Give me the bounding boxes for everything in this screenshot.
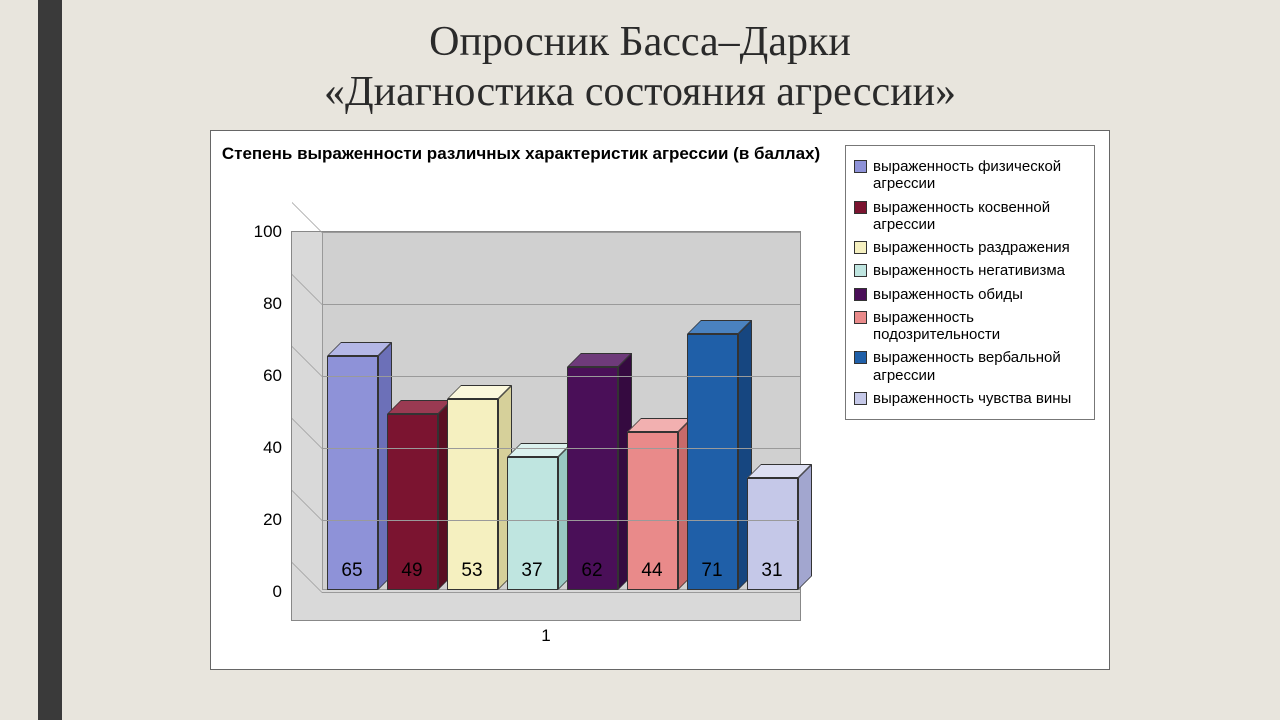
legend-item: выраженность физической агрессии: [854, 158, 1086, 193]
chart-bar: 65: [327, 356, 378, 590]
chart-gridline: [322, 592, 800, 593]
legend-swatch: [854, 241, 867, 254]
legend-item: выраженность подозрительности: [854, 309, 1086, 344]
chart-bars-container: 65 49 53 37 62 44 71 31: [322, 232, 800, 590]
legend-label: выраженность вербальной агрессии: [873, 349, 1086, 384]
chart-gridline-side: [292, 202, 322, 233]
chart-bar: 53: [447, 399, 498, 590]
bar-value-label: 53: [447, 560, 498, 582]
legend-label: выраженность подозрительности: [873, 309, 1086, 344]
legend-label: выраженность негативизма: [873, 262, 1086, 279]
legend-item: выраженность обиды: [854, 286, 1086, 303]
chart-gridline: [322, 520, 800, 521]
y-axis-tick-label: 0: [273, 582, 282, 602]
legend-label: выраженность обиды: [873, 286, 1086, 303]
slide-title: Опросник Басса–Дарки «Диагностика состоя…: [0, 18, 1280, 117]
y-axis-tick-label: 40: [263, 438, 282, 458]
legend-swatch: [854, 201, 867, 214]
legend-label: выраженность чувства вины: [873, 390, 1086, 407]
chart-bar: 37: [507, 457, 558, 590]
bar-value-label: 44: [627, 560, 678, 582]
legend-item: выраженность негативизма: [854, 262, 1086, 279]
y-axis-tick-label: 100: [254, 222, 282, 242]
legend-label: выраженность физической агрессии: [873, 158, 1086, 193]
y-axis-tick-label: 80: [263, 294, 282, 314]
bar-front-face: [327, 356, 378, 590]
chart-bar: 44: [627, 432, 678, 590]
chart-gridline: [322, 448, 800, 449]
legend-label: выраженность раздражения: [873, 239, 1086, 256]
legend-swatch: [854, 311, 867, 324]
legend-swatch: [854, 288, 867, 301]
bar-front-face: [567, 367, 618, 590]
y-axis-tick-label: 60: [263, 366, 282, 386]
chart-title: Степень выраженности различных характери…: [211, 143, 831, 164]
bar-side-face: [798, 464, 812, 590]
bar-value-label: 62: [567, 560, 618, 582]
bar-value-label: 49: [387, 560, 438, 582]
chart-gridline: [322, 304, 800, 305]
chart-gridline: [322, 376, 800, 377]
legend-item: выраженность чувства вины: [854, 390, 1086, 407]
chart-bar: 49: [387, 414, 438, 590]
chart-panel: Степень выраженности различных характери…: [210, 130, 1110, 670]
y-axis-tick-label: 20: [263, 510, 282, 530]
legend-swatch: [854, 160, 867, 173]
legend-item: выраженность косвенной агрессии: [854, 199, 1086, 234]
chart-plot-area: 6549533762447131 1 020406080100: [291, 231, 801, 621]
legend-swatch: [854, 392, 867, 405]
x-axis-category-label: 1: [292, 626, 800, 646]
chart-legend: выраженность физической агрессии выраженн…: [845, 145, 1095, 420]
chart-gridline: [322, 232, 800, 233]
legend-swatch: [854, 351, 867, 364]
legend-label: выраженность косвенной агрессии: [873, 199, 1086, 234]
bar-front-face: [687, 334, 738, 590]
title-line-2: «Диагностика состояния агрессии»: [324, 69, 956, 115]
bar-value-label: 37: [507, 560, 558, 582]
bar-value-label: 31: [747, 560, 798, 582]
legend-item: выраженность вербальной агрессии: [854, 349, 1086, 384]
legend-swatch: [854, 264, 867, 277]
chart-bar: 31: [747, 478, 798, 590]
bar-value-label: 71: [687, 560, 738, 582]
title-line-1: Опросник Басса–Дарки: [429, 19, 851, 65]
chart-bar: 71: [687, 334, 738, 590]
bar-value-label: 65: [327, 560, 378, 582]
legend-item: выраженность раздражения: [854, 239, 1086, 256]
chart-bar: 62: [567, 367, 618, 590]
